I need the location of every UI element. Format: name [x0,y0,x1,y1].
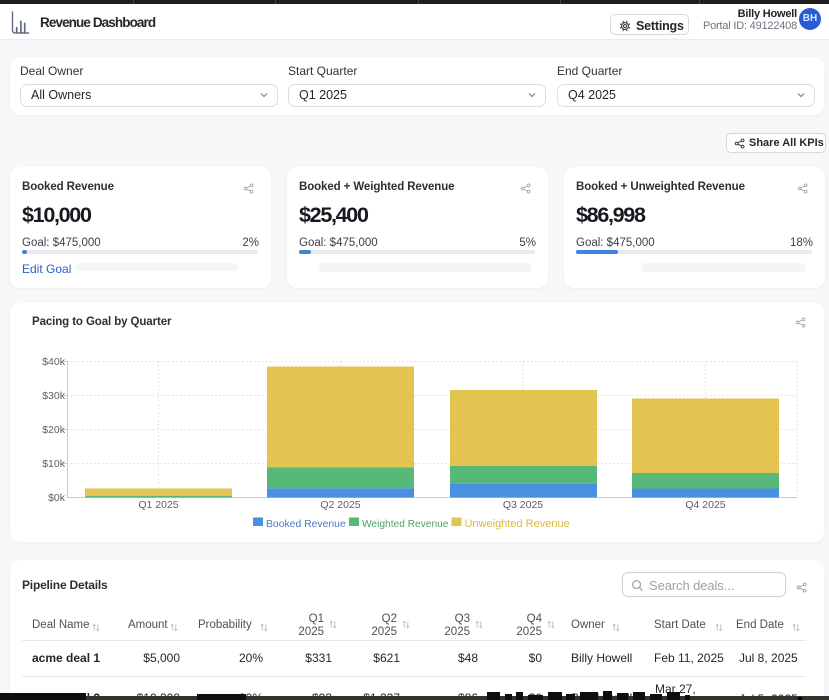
svg-text:$40k: $40k [42,356,66,368]
svg-text:$20k: $20k [42,424,66,436]
svg-text:Weighted Revenue: Weighted Revenue [362,519,449,530]
svg-text:Q4 2025: Q4 2025 [685,499,725,511]
svg-text:Unweighted Revenue: Unweighted Revenue [465,518,570,530]
svg-text:Booked Revenue: Booked Revenue [266,519,346,530]
svg-text:$0k: $0k [48,492,66,504]
svg-text:Q2 2025: Q2 2025 [320,499,360,511]
svg-text:Q3 2025: Q3 2025 [503,499,543,511]
svg-text:$30k: $30k [42,390,66,402]
svg-text:Q1 2025: Q1 2025 [138,499,178,511]
svg-text:$10k: $10k [42,458,66,470]
